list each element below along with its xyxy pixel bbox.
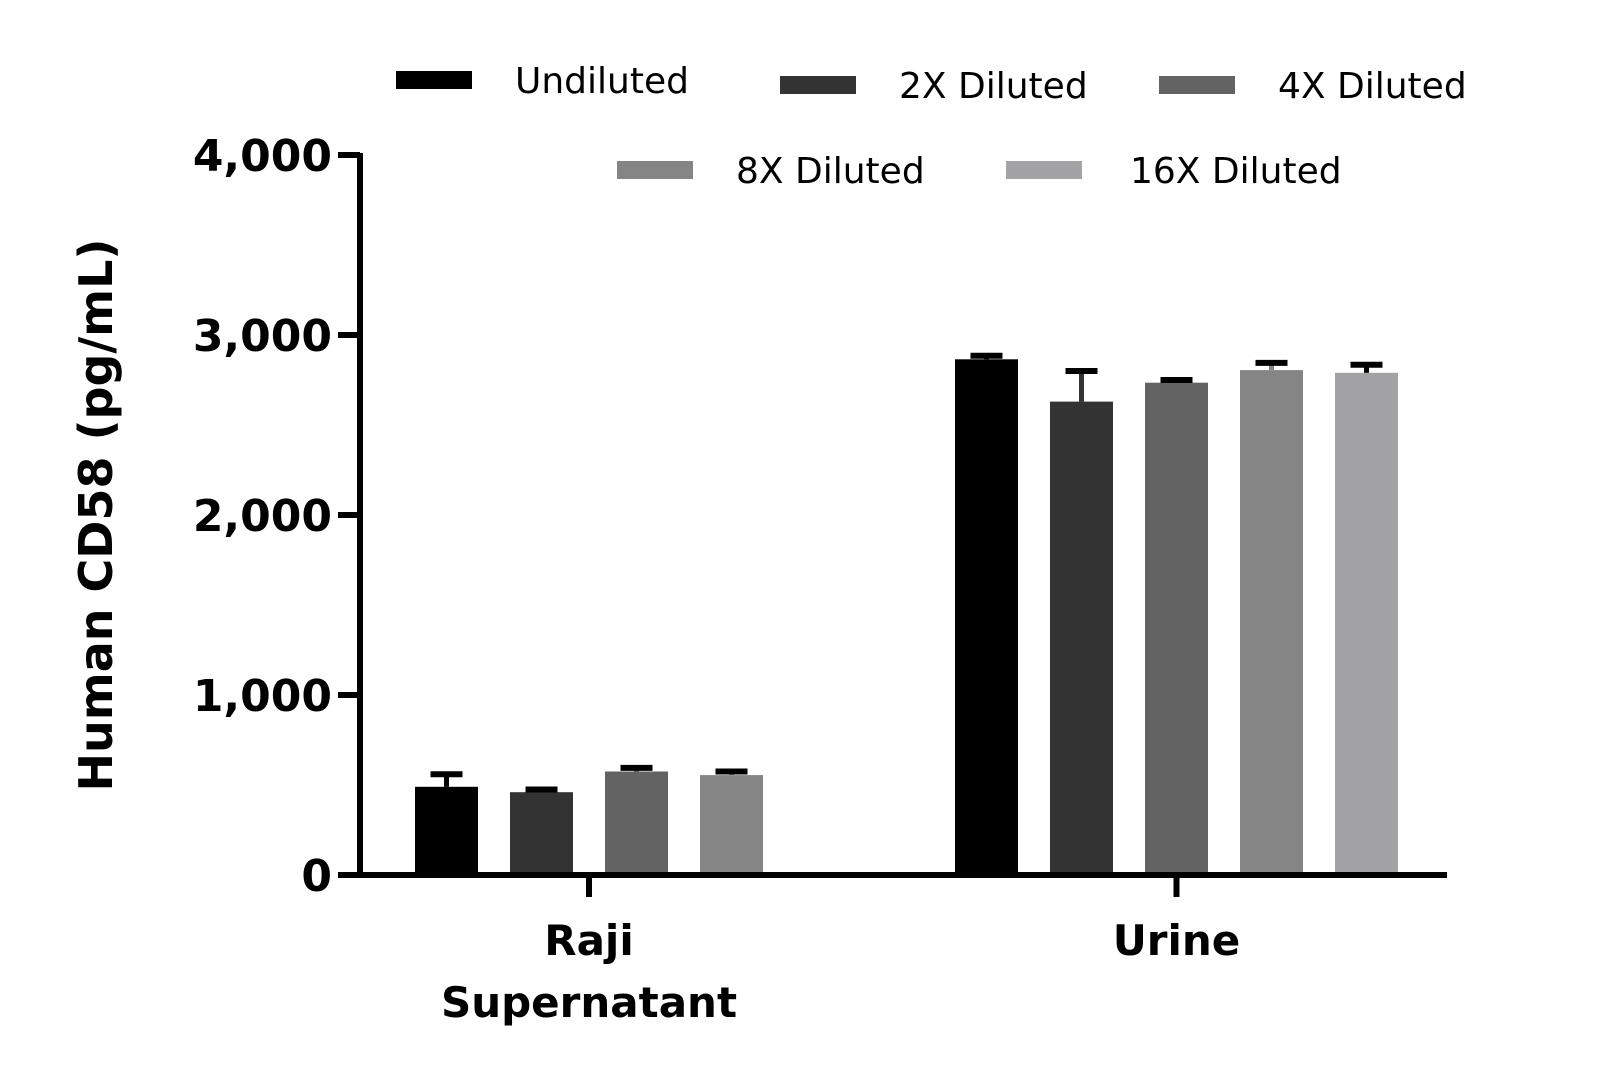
y-tick-label: 0	[301, 851, 332, 902]
y-axis: 0 1,000 2,000 3,000 4,000	[193, 131, 363, 902]
bar	[955, 359, 1018, 875]
legend: Undiluted 2X Diluted 4X Diluted 8X Diluted 1…	[396, 61, 1467, 192]
legend-swatch	[396, 71, 472, 89]
y-axis-title: Human CD58 (pg/mL)	[69, 239, 123, 792]
legend-swatch	[617, 161, 693, 179]
legend-label: Undiluted	[515, 61, 689, 102]
legend-label: 8X Diluted	[736, 151, 925, 192]
legend-swatch	[1159, 76, 1235, 94]
bar	[605, 771, 668, 875]
legend-swatch	[1006, 161, 1082, 179]
x-tick-label: Supernatant	[441, 978, 737, 1027]
y-tick-label: 4,000	[193, 131, 332, 182]
legend-label: 4X Diluted	[1278, 66, 1467, 107]
x-tick-label: Urine	[1113, 916, 1241, 965]
bar	[510, 792, 573, 875]
bars	[415, 352, 1398, 875]
bar	[415, 786, 478, 875]
bar	[1145, 382, 1208, 875]
y-tick-label: 1,000	[193, 671, 332, 722]
y-tick-label: 2,000	[193, 491, 332, 542]
bar	[1335, 372, 1398, 875]
bar	[700, 775, 763, 875]
bar	[1050, 401, 1113, 875]
x-axis: Raji Supernatant Urine	[338, 872, 1447, 1027]
x-tick-label: Raji	[544, 916, 633, 965]
legend-swatch	[780, 76, 856, 94]
legend-label: 16X Diluted	[1130, 151, 1342, 192]
y-tick-label: 3,000	[193, 311, 332, 362]
legend-label: 2X Diluted	[899, 66, 1088, 107]
bar	[1240, 370, 1303, 875]
